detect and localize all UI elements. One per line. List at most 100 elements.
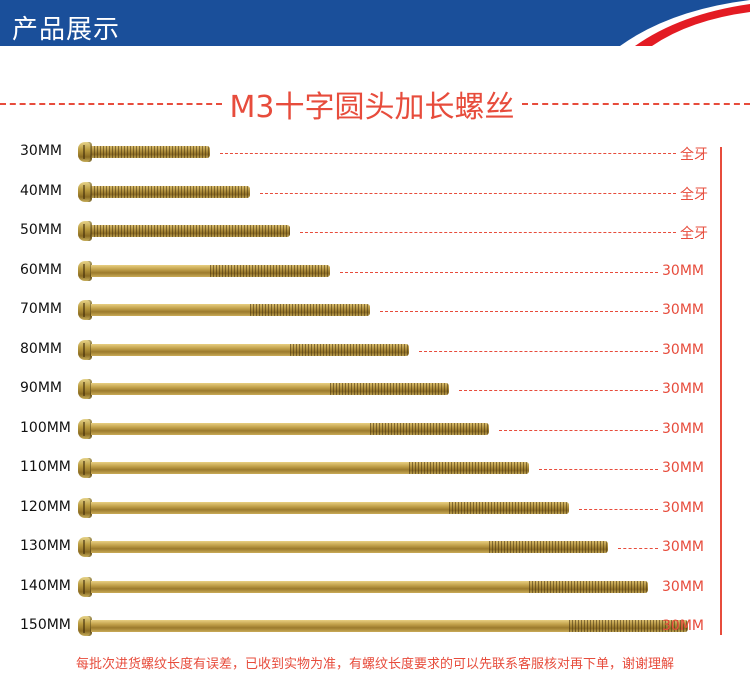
screw-image [78,339,410,363]
thread-length-label: 全牙 [680,226,708,242]
screw-head [78,458,92,478]
screw-size-label: 40MM [20,182,62,199]
title-dash-left [0,103,222,105]
thread-length-label: 30MM [662,381,704,397]
screw-thread [369,422,489,435]
thread-length-label: 30MM [662,262,704,279]
thread-dash-line [339,271,658,273]
thread-length-label: 全牙 [680,147,708,163]
screw-size-label: 80MM [20,340,62,357]
product-title-row: M3十字圆头加长螺丝 [0,82,750,125]
screw-image [78,457,529,481]
thread-length-label: 30MM [662,341,704,358]
screw-size-label: 140MM [20,577,71,594]
screw-shank [91,580,649,593]
screw-image [78,536,609,560]
screw-size-label: 150MM [20,617,71,633]
footer-note: 每批次进货螺纹长度有误差，已收到实物为准，有螺纹长度要求的可以先联系客服核对再下… [75,657,674,672]
thread-dash-line [379,311,658,312]
thread-dash-line [499,429,658,431]
screw-row: 50MM 全牙 [0,220,750,244]
screw-thread [290,343,410,356]
screw-head [78,537,92,557]
screw-thread [489,541,609,553]
screw-row: 70MM 30MM [0,299,750,323]
thread-length-label: 30MM [662,499,704,516]
thread-length-label: 全牙 [680,186,708,203]
screw-size-label: 100MM [20,419,71,436]
screw-row: 80MM 30MM [0,339,750,363]
screw-thread [91,185,251,198]
screw-thread [528,580,649,593]
header-swoosh-decoration [620,0,750,46]
screw-image [78,181,251,205]
screw-row: 120MM 30MM [0,497,750,521]
screw-row: 140MM 30MM [0,576,750,600]
screw-size-label: 30MM [20,143,62,159]
thread-length-label: 30MM [662,618,704,634]
screw-size-label: 60MM [20,261,62,278]
screw-head [78,497,92,518]
screw-thread [91,225,290,237]
screw-image [78,497,569,521]
thread-dash-line [459,390,658,391]
thread-length-label: 30MM [662,539,704,555]
title-dash-right [522,103,750,105]
screw-head [78,142,92,162]
screw-row: 150MM 30MM [0,615,750,639]
screw-image [78,615,688,639]
screw-row: 110MM 30MM [0,457,750,481]
screw-image [78,141,211,165]
thread-dash-line [419,350,658,352]
section-header: 产品展示 [0,0,750,46]
screw-image [78,418,489,442]
screw-shank [91,541,609,553]
screw-size-label: 50MM [20,222,62,238]
thread-length-label: 30MM [662,420,704,437]
screw-head [78,616,92,636]
screw-thread [250,304,370,316]
thread-dash-line [260,192,676,194]
screw-head [78,181,92,202]
screw-thread [91,146,211,158]
screw-row: 60MM 30MM [0,260,750,284]
screw-thread [329,383,450,395]
thread-length-label: 30MM [662,302,704,318]
screw-shank [91,620,688,632]
screw-thread [449,501,569,514]
thread-dash-line [538,469,658,470]
screw-image [78,260,330,284]
screw-row: 90MM 30MM [0,378,750,402]
screw-head [78,260,92,281]
thread-dash-line [578,508,658,510]
thread-length-label: 30MM [662,578,704,595]
screw-head [78,576,92,597]
product-title: M3十字圆头加长螺丝 [229,90,515,125]
screw-size-label: 70MM [20,301,62,317]
thread-bracket-line [720,147,722,635]
section-title: 产品展示 [12,15,121,45]
screw-row: 30MM 全牙 [0,141,750,165]
screw-size-label: 130MM [20,538,71,554]
thread-dash-line [618,548,658,549]
screw-row: 40MM 全牙 [0,181,750,205]
screw-head [78,418,92,439]
screw-thread [409,462,529,474]
screw-image [78,576,649,600]
screw-image [78,378,450,402]
screw-thread [210,264,330,277]
screw-head [78,379,92,399]
screw-row: 100MM 30MM [0,418,750,442]
screw-row: 130MM 30MM [0,536,750,560]
thread-dash-line [300,232,676,233]
screw-size-label: 110MM [20,459,71,475]
screw-thread [568,620,688,632]
screw-head [78,339,92,360]
screw-image [78,220,290,244]
screw-image [78,299,370,323]
screw-size-label: 120MM [20,498,71,515]
thread-length-label: 30MM [662,460,704,476]
screw-size-label: 90MM [20,380,62,396]
thread-dash-line [220,153,676,154]
